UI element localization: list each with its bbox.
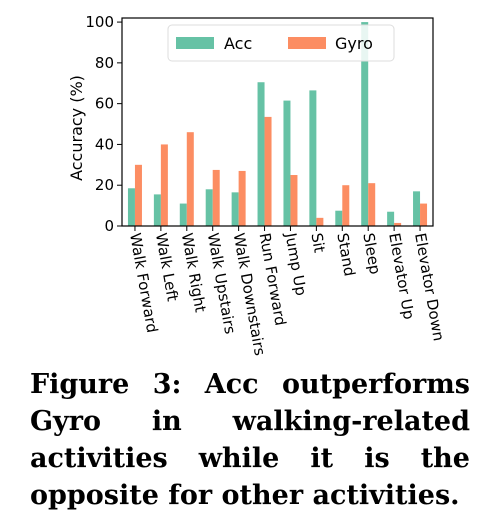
bar-acc-elevator-up <box>387 211 395 226</box>
bar-gyro-sit <box>316 217 324 226</box>
bar-acc-walk-upstairs <box>205 189 213 226</box>
legend-swatch-gyro <box>288 37 326 49</box>
bar-gyro-stand <box>342 185 350 226</box>
y-tick-label: 0 <box>104 217 114 235</box>
y-tick-label: 80 <box>95 54 114 72</box>
bar-gyro-walk-left <box>160 144 168 226</box>
bar-gyro-walk-downstairs <box>238 170 246 226</box>
bar-acc-elevator-down <box>413 191 421 226</box>
bar-acc-walk-downstairs <box>231 192 239 226</box>
legend-box <box>167 24 395 62</box>
bar-acc-jump-up <box>283 100 291 226</box>
bar-gyro-elevator-down <box>420 203 428 226</box>
x-tick-label: Walk Right <box>178 232 210 314</box>
bar-acc-walk-right <box>179 203 187 226</box>
figure-caption: Figure 3: Acc outperforms Gyro in walkin… <box>30 369 470 511</box>
y-tick-label: 100 <box>85 13 114 31</box>
bar-gyro-walk-upstairs <box>212 169 220 226</box>
y-tick-label: 60 <box>95 95 114 113</box>
bar-gyro-walk-right <box>186 132 194 226</box>
y-tick-label: 40 <box>95 135 114 153</box>
x-tick-label: Jump Up <box>281 231 310 297</box>
y-tick-label: 20 <box>95 176 114 194</box>
bar-acc-walk-forward <box>127 188 135 226</box>
bar-acc-sit <box>309 90 317 227</box>
legend: Acc Gyro <box>167 24 395 62</box>
bar-acc-run-forward <box>257 82 265 226</box>
x-tick-label: Sleep <box>359 232 384 276</box>
x-tick-label: Walk Left <box>152 232 182 303</box>
legend-swatch-acc <box>176 37 214 49</box>
bar-gyro-run-forward <box>264 116 272 226</box>
legend-label-acc: Acc <box>224 34 252 53</box>
bar-acc-sleep <box>361 22 369 227</box>
bar-gyro-sleep <box>368 183 376 226</box>
plot-frame <box>121 17 434 227</box>
bar-gyro-elevator-up <box>394 222 402 226</box>
x-tick-label: Elevator Down <box>411 232 448 343</box>
x-tick-label: Stand <box>333 232 358 278</box>
bar-acc-walk-left <box>153 194 161 226</box>
x-tick-label: Sit <box>307 232 328 255</box>
bar-acc-stand <box>335 210 343 226</box>
bar-gyro-walk-forward <box>134 164 142 226</box>
bar-gyro-jump-up <box>290 175 298 226</box>
legend-label-gyro: Gyro <box>335 34 373 53</box>
y-axis-label: Accuracy (%) <box>67 75 86 181</box>
